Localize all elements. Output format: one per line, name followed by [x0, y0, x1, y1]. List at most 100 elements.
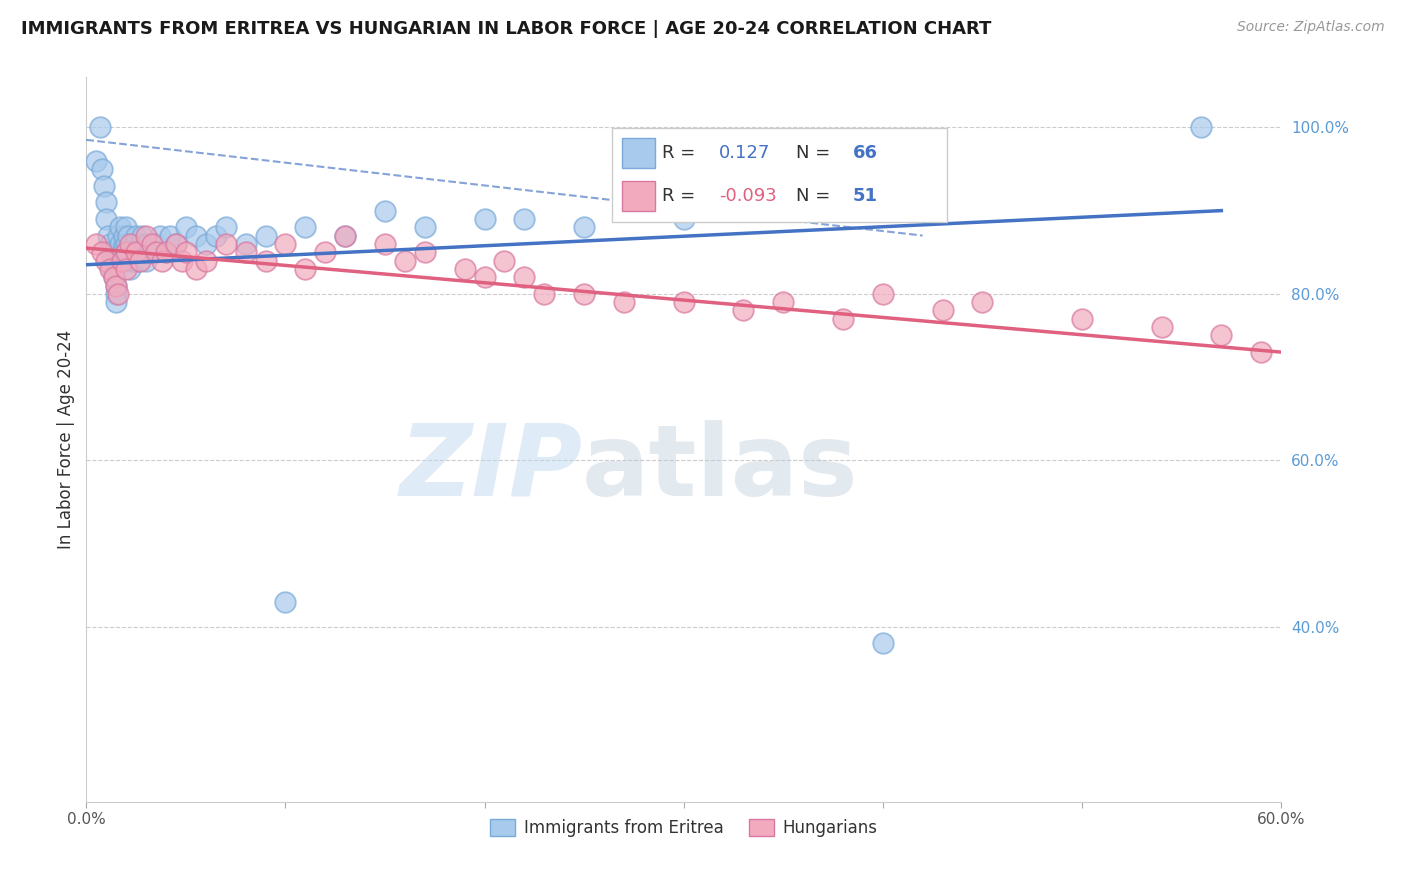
Point	[115, 236, 138, 251]
Text: IMMIGRANTS FROM ERITREA VS HUNGARIAN IN LABOR FORCE | AGE 20-24 CORRELATION CHAR: IMMIGRANTS FROM ERITREA VS HUNGARIAN IN …	[21, 20, 991, 37]
Point	[96, 211, 118, 226]
Point	[107, 228, 129, 243]
Point	[135, 236, 157, 251]
Point	[1250, 345, 1272, 359]
Point	[215, 236, 238, 251]
Point	[204, 228, 226, 243]
Point	[333, 228, 356, 243]
Point	[474, 211, 496, 226]
Point	[872, 286, 894, 301]
Point	[107, 286, 129, 301]
Point	[149, 228, 172, 243]
Point	[125, 245, 148, 260]
Point	[294, 220, 316, 235]
Point	[672, 295, 695, 310]
Point	[111, 245, 134, 260]
Point	[165, 236, 187, 251]
Point	[98, 261, 121, 276]
Point	[111, 253, 134, 268]
Point	[155, 245, 177, 260]
Point	[159, 228, 181, 243]
Point	[115, 245, 138, 260]
Point	[150, 253, 173, 268]
Point	[453, 261, 475, 276]
Point	[112, 236, 135, 251]
Point	[98, 245, 121, 260]
Text: ZIP: ZIP	[399, 420, 582, 517]
Point	[294, 261, 316, 276]
Point	[474, 270, 496, 285]
Point	[572, 220, 595, 235]
Point	[107, 245, 129, 260]
Point	[141, 236, 163, 251]
Point	[194, 236, 217, 251]
Point	[413, 220, 436, 235]
Point	[672, 211, 695, 226]
Point	[235, 245, 257, 260]
Point	[84, 153, 107, 168]
Point	[125, 228, 148, 243]
Point	[772, 203, 794, 218]
Point	[254, 228, 277, 243]
Point	[494, 253, 516, 268]
Point	[96, 195, 118, 210]
Point	[105, 286, 128, 301]
Point	[145, 236, 167, 251]
Point	[91, 245, 114, 260]
Point	[215, 220, 238, 235]
Point	[101, 253, 124, 268]
Point	[1150, 320, 1173, 334]
Point	[105, 278, 128, 293]
Point	[174, 220, 197, 235]
Point	[872, 636, 894, 650]
Point	[333, 228, 356, 243]
Point	[111, 253, 134, 268]
Point	[112, 228, 135, 243]
Point	[733, 303, 755, 318]
Point	[394, 253, 416, 268]
Legend: Immigrants from Eritrea, Hungarians: Immigrants from Eritrea, Hungarians	[484, 813, 883, 844]
Point	[115, 220, 138, 235]
Point	[115, 253, 138, 268]
Point	[1211, 328, 1233, 343]
Point	[89, 120, 111, 135]
Point	[117, 228, 139, 243]
Point	[513, 270, 536, 285]
Point	[135, 253, 157, 268]
Point	[235, 236, 257, 251]
Point	[145, 245, 167, 260]
Point	[115, 261, 138, 276]
Point	[572, 286, 595, 301]
Point	[135, 228, 157, 243]
Point	[103, 270, 125, 285]
Point	[129, 236, 152, 251]
Point	[108, 220, 131, 235]
Point	[174, 245, 197, 260]
Point	[131, 228, 153, 243]
Point	[120, 261, 142, 276]
Point	[1191, 120, 1213, 135]
Point	[93, 178, 115, 193]
Point	[274, 595, 297, 609]
Y-axis label: In Labor Force | Age 20-24: In Labor Force | Age 20-24	[58, 330, 75, 549]
Point	[98, 236, 121, 251]
Point	[91, 161, 114, 176]
Point	[1071, 311, 1094, 326]
Point	[125, 245, 148, 260]
Point	[413, 245, 436, 260]
Point	[121, 245, 143, 260]
Point	[120, 253, 142, 268]
Point	[127, 253, 149, 268]
Point	[96, 253, 118, 268]
Point	[103, 270, 125, 285]
Point	[115, 245, 138, 260]
Point	[120, 236, 142, 251]
Point	[122, 253, 145, 268]
Point	[170, 253, 193, 268]
Point	[374, 236, 396, 251]
Point	[108, 236, 131, 251]
Point	[832, 311, 855, 326]
Point	[139, 245, 162, 260]
Point	[513, 211, 536, 226]
Point	[533, 286, 555, 301]
